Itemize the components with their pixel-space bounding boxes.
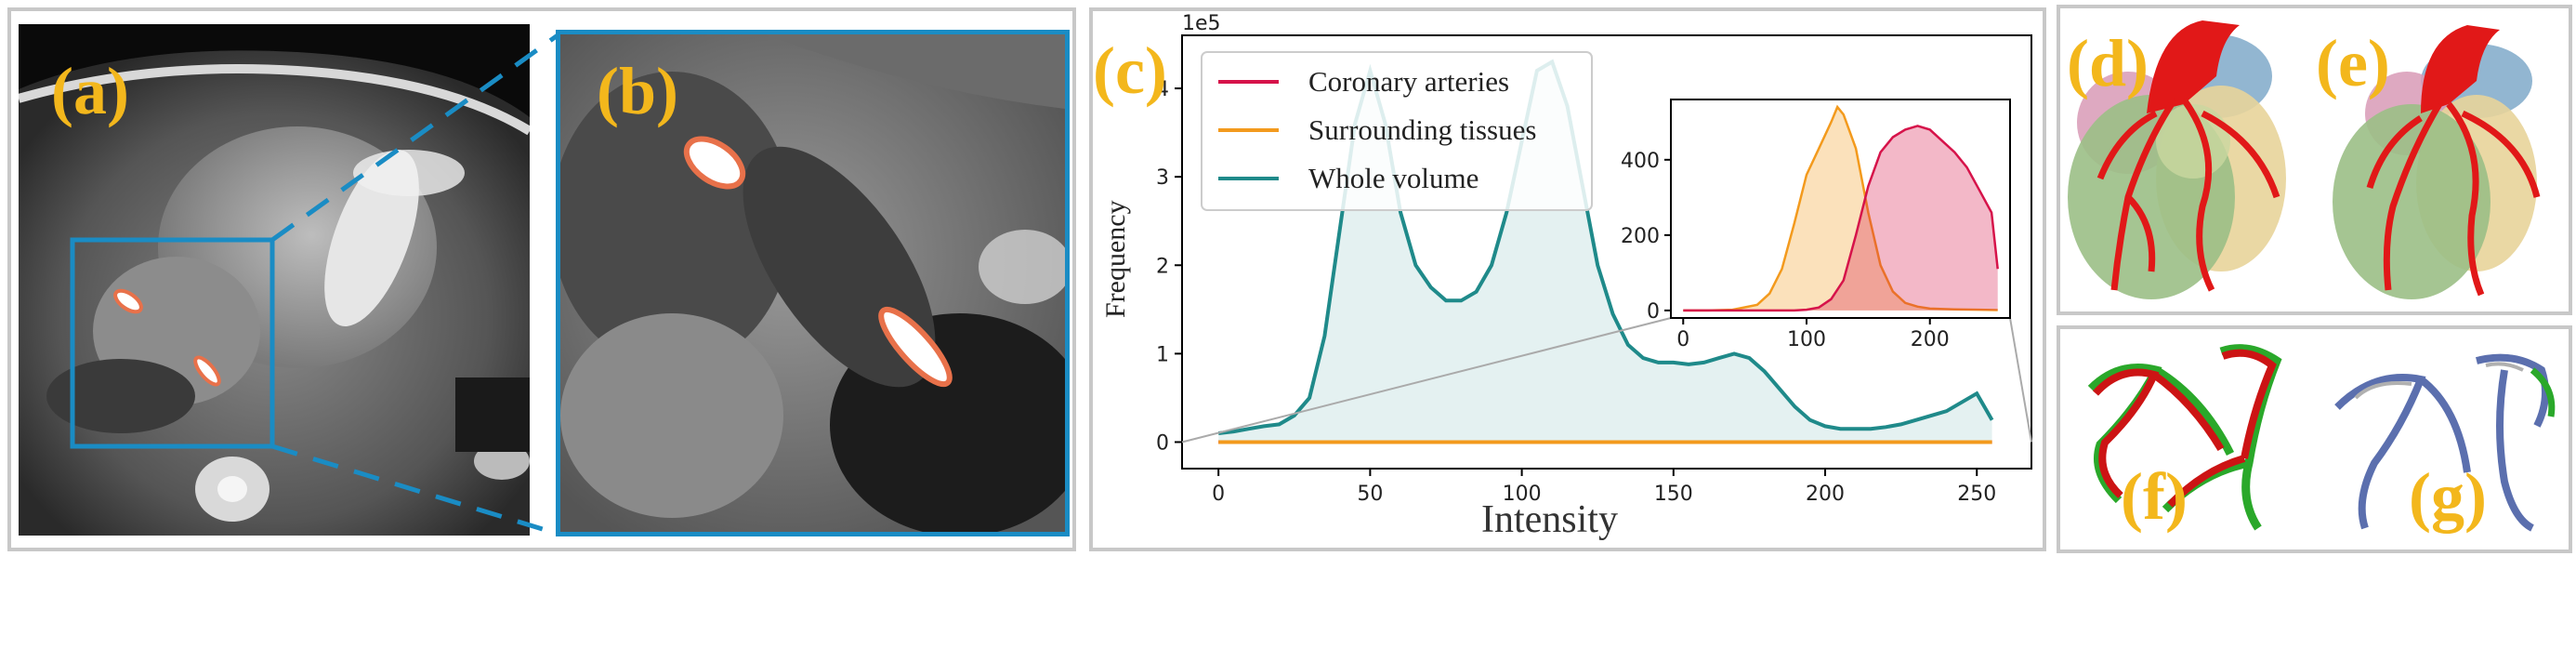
- inset-y-tick-label: 400: [1621, 150, 1660, 173]
- heart-model-d: [2068, 20, 2286, 299]
- panel-label-d: (d): [2067, 26, 2149, 100]
- inset-area-1: [1683, 126, 1998, 311]
- inset-y-tick-label: 200: [1621, 225, 1660, 248]
- panel-label-f: (f): [2121, 459, 2188, 534]
- panel-label-g: (g): [2409, 459, 2487, 534]
- inset-line-0: [1683, 104, 1998, 312]
- inset-chart: 0 100 200 0 200 400: [1621, 99, 2011, 351]
- zoom-guide-line: [2009, 317, 2032, 443]
- inset-line-1: [1683, 125, 1999, 312]
- plot-frame: [1181, 34, 2032, 470]
- y-tick-label: 1: [1156, 343, 1169, 366]
- legend-label-coronary: Coronary arteries: [1308, 65, 1509, 98]
- x-axis-label: Intensity: [1481, 498, 1618, 541]
- x-tick-label: 200: [1806, 483, 1845, 506]
- panel-label-b: (b): [597, 54, 678, 128]
- inset-x-tick-label: 0: [1676, 328, 1689, 351]
- series-area-2: [1218, 61, 1992, 443]
- inset-x-tick-label: 100: [1787, 328, 1826, 351]
- y-tick-label: 2: [1156, 255, 1169, 278]
- vessel-overlay-f: [2087, 344, 2282, 531]
- inset-x-tick-label: 200: [1911, 328, 1950, 351]
- y-tick-label: 3: [1156, 166, 1169, 190]
- x-tick-label: 0: [1212, 483, 1225, 506]
- ct-zoomed-image: [556, 30, 1070, 536]
- panel-label-c: (c): [1093, 33, 1167, 108]
- y-tick-label: 4: [1156, 78, 1169, 101]
- zoom-region-box: [70, 237, 275, 449]
- panel-label-e: (e): [2316, 26, 2390, 100]
- histogram-chart: 0 50 100 150 200 250 0 1 2 3 4 1e5 Intensity Frequ…: [1100, 12, 2032, 541]
- legend-label-surrounding: Surrounding tissues: [1308, 113, 1536, 146]
- x-tick-label: 100: [1503, 483, 1542, 506]
- zoom-guide-line: [1181, 317, 1672, 444]
- inset-area-0: [1683, 107, 1998, 311]
- legend-label-whole: Whole volume: [1308, 162, 1479, 194]
- chart-legend: Coronary arteries Surrounding tissues Wh…: [1201, 51, 1593, 211]
- y-axis-label: Frequency: [1100, 200, 1131, 318]
- x-tick-label: 150: [1654, 483, 1693, 506]
- vessel-overlay-g: [2334, 353, 2556, 532]
- y-exponent-label: 1e5: [1182, 12, 1221, 35]
- y-tick-label: 0: [1156, 431, 1169, 455]
- x-tick-label: 250: [1957, 483, 1996, 506]
- panel-label-a: (a): [51, 54, 129, 128]
- inset-y-tick-label: 0: [1647, 300, 1660, 324]
- heart-model-e: [2333, 25, 2541, 299]
- x-tick-label: 50: [1357, 483, 1383, 506]
